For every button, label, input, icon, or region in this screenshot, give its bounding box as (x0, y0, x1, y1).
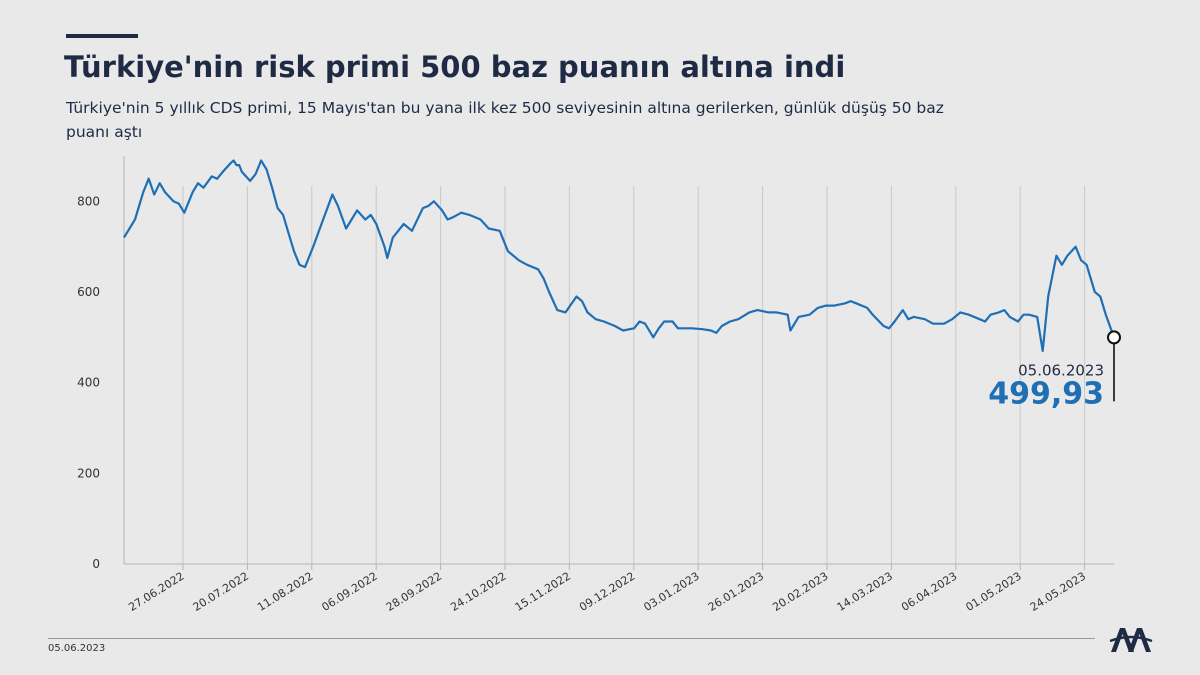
x-tick-label: 06.09.2022 (319, 570, 379, 614)
chart-title: Türkiye'nin risk primi 500 baz puanın al… (64, 50, 846, 84)
chart-axes (123, 156, 1114, 570)
x-tick-label: 20.02.2023 (770, 570, 830, 614)
y-tick-label: 400 (77, 376, 100, 390)
footer-divider (48, 638, 1095, 639)
x-tick-label: 24.10.2022 (448, 570, 508, 614)
x-tick-label: 24.05.2023 (1028, 570, 1088, 614)
annotation-value: 499,93 (988, 376, 1104, 411)
x-tick-label: 26.01.2023 (706, 570, 766, 614)
y-tick-label: 800 (77, 194, 100, 208)
y-tick-label: 0 (92, 557, 100, 571)
x-tick-label: 01.05.2023 (963, 570, 1023, 614)
y-tick-label: 600 (77, 285, 100, 299)
x-tick-label: 09.12.2022 (577, 570, 637, 614)
y-tick-label: 200 (77, 466, 100, 480)
x-tick-label: 06.04.2023 (899, 570, 959, 614)
annotation-date: 05.06.2023 (1018, 361, 1104, 379)
x-tick-label: 14.03.2023 (835, 570, 895, 614)
x-tick-label: 03.01.2023 (641, 570, 701, 614)
y-axis-ticks: 0 200 400 600 800 (77, 194, 100, 571)
x-tick-label: 15.11.2022 (513, 570, 573, 614)
cds-series-line (123, 159, 1116, 352)
chart-gridlines (182, 186, 1086, 564)
footer-date: 05.06.2023 (48, 643, 106, 654)
x-tick-label: 20.07.2022 (191, 570, 251, 614)
aa-logo (1109, 628, 1153, 652)
annotation-marker (1107, 330, 1121, 345)
x-tick-label: 11.08.2022 (255, 570, 315, 614)
x-axis-ticks: 27.06.2022 20.07.2022 11.08.2022 06.09.2022… (126, 570, 1088, 614)
title-accent-rule (66, 34, 138, 38)
x-tick-label: 28.09.2022 (384, 570, 444, 614)
chart-subtitle: Türkiye'nin 5 yıllık CDS primi, 15 Mayıs… (66, 99, 944, 141)
last-value-annotation: 05.06.2023 499,93 (988, 330, 1121, 411)
x-tick-label: 27.06.2022 (126, 570, 186, 614)
